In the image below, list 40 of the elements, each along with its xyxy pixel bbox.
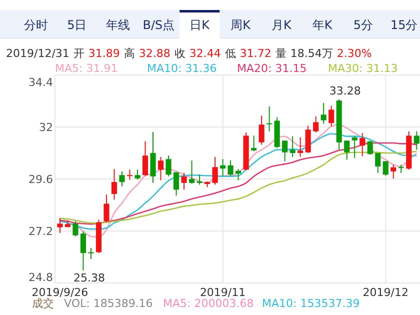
text: 32.44: [189, 47, 221, 60]
text: MA5: 31.91: [55, 62, 118, 75]
text: 高: [124, 47, 135, 60]
text: 日K: [190, 18, 211, 32]
text: 量: [275, 47, 286, 60]
text: 成交: [32, 297, 54, 310]
y-tick-label: 32: [39, 120, 53, 134]
text: 分时: [24, 18, 48, 32]
text: VOL: 185389.16: [64, 297, 153, 310]
text: 5分: [353, 18, 374, 32]
text: 2019/12/31: [6, 47, 70, 60]
text: MA10: 153537.39: [262, 297, 360, 310]
text: 5日: [67, 18, 87, 32]
y-tick-label: 27.2: [28, 224, 53, 238]
text: 收: [174, 47, 186, 60]
text: 低: [224, 47, 236, 60]
text: 18.54万: [290, 47, 333, 60]
text: 15分: [390, 18, 418, 32]
text: MA5: 200003.68: [163, 297, 254, 310]
text: MA10: 31.36: [147, 62, 217, 75]
x-tick-label: 2019/12: [362, 286, 408, 299]
x-tick-label: 2019/9/26: [32, 286, 88, 299]
text: 31.89: [88, 47, 120, 60]
y-tick-label: 24.8: [28, 270, 53, 284]
text: 32.88: [138, 47, 170, 60]
text: B/S点: [142, 18, 175, 32]
annotation: 25.38: [73, 271, 105, 284]
text: 31.72: [240, 47, 272, 60]
text: 月K: [271, 18, 292, 32]
annotation: 33.28: [329, 84, 361, 98]
y-tick-label: 34.4: [28, 76, 53, 89]
x-tick-label: 2019/11: [200, 286, 246, 299]
text: 周K: [230, 18, 252, 32]
text: 年线: [106, 18, 130, 32]
text: MA20: 31.15: [237, 62, 307, 75]
text: 开: [73, 47, 84, 60]
y-tick-label: 29.6: [28, 172, 53, 186]
text: MA30: 31.13: [328, 62, 398, 75]
text: 2.30%: [336, 47, 372, 60]
text: 年K: [312, 18, 334, 32]
